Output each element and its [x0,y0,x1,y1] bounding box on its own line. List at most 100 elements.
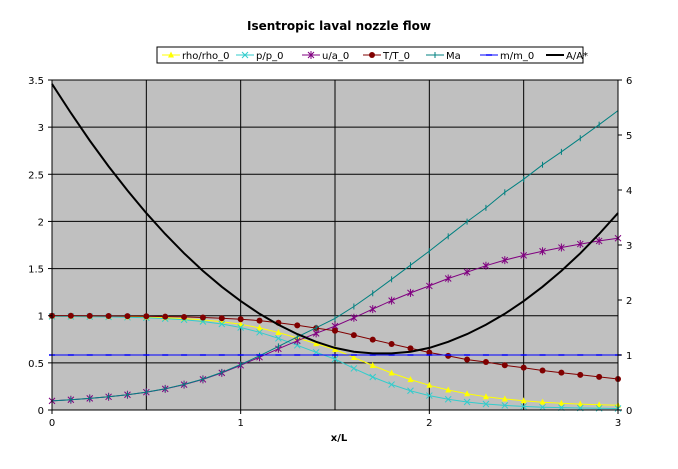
data-point [463,398,471,406]
legend-item: p/p_0 [236,51,283,62]
series-6 [51,83,619,355]
chart-title: Isentropic laval nozzle flow [247,19,431,33]
series-4 [51,107,619,404]
data-point [539,247,546,256]
legend-label: T/T_0 [382,51,410,62]
data-point [332,327,338,334]
legend-item: m/m_0 [480,51,534,62]
legend-item: T/T_0 [363,51,410,62]
y-right-tick-label: 4 [626,186,632,197]
data-point [407,345,414,352]
data-point [558,399,565,406]
data-point [520,251,528,260]
data-point [482,400,490,408]
data-point [425,392,433,399]
data-point [520,403,528,410]
y-left-tick-label: 2.5 [28,170,44,181]
data-point [501,362,508,369]
data-point [577,400,584,407]
y-left-tick-label: 0 [38,406,44,417]
data-point [143,313,150,320]
legend-label: Ma [446,51,461,62]
data-point [501,402,509,409]
legend-marker [168,51,174,58]
y-right-tick-label: 0 [626,406,632,417]
data-point [199,314,206,321]
data-point [464,356,471,363]
data-point [539,403,546,411]
x-tick-label: 3 [615,418,621,429]
x-axis-label: x/L [331,433,348,444]
x-axis: 0 1 2 3 [49,410,621,429]
data-point [501,256,509,265]
data-point [256,317,263,324]
y-left-tick-label: 2 [38,217,44,228]
series-layer [48,83,622,412]
data-point [275,328,282,335]
data-point [539,367,546,374]
data-point [388,296,395,305]
data-point [294,322,301,329]
data-point [464,390,471,397]
data-point [482,393,489,400]
legend-label: A/A* [566,51,588,62]
data-point [105,312,112,319]
y-left-tick-label: 3.5 [28,76,44,87]
series-line [51,83,619,355]
y-right-tick-label: 3 [626,241,632,252]
legend-marker [241,51,249,59]
data-point [388,369,395,376]
legend-label: m/m_0 [500,51,534,62]
data-point [407,387,414,395]
legend: rho/rho_0 p/p_0 u/a_0 T/T_0 Ma m/m_0 A/A* [156,46,588,64]
x-tick-label: 0 [49,418,55,429]
y-left-tick-label: 1 [38,312,44,323]
data-point [445,386,452,393]
data-point [520,397,527,404]
y-left-tick-label: 3 [38,123,44,134]
legend-item: A/A* [546,51,588,62]
data-point [369,361,376,368]
data-point [482,359,489,366]
data-point [426,349,433,356]
data-point [463,268,471,277]
data-point [482,261,490,270]
data-point [313,340,320,347]
data-point [369,336,376,343]
y-right-tick-label: 1 [626,351,632,362]
x-tick-label: 2 [426,418,432,429]
y-axis-left: 0 0.5 1 1.5 2 2.5 3 3.5 [28,76,52,417]
data-point [426,381,433,388]
data-point [218,320,226,328]
y-left-tick-label: 0.5 [28,359,44,370]
legend-marker [369,52,375,58]
data-point [596,401,603,408]
data-point [256,328,263,336]
data-point [350,365,358,372]
data-point [218,315,225,322]
data-point [350,313,358,322]
data-point [501,395,508,402]
data-point [162,313,169,320]
data-point [596,373,603,380]
data-point [237,324,245,331]
y-right-tick-label: 2 [626,296,632,307]
data-point [576,240,584,249]
data-point [256,324,263,331]
legend-label: rho/rho_0 [182,51,230,62]
data-point [425,281,433,290]
data-point [407,376,414,383]
data-point [350,332,357,339]
legend-item: u/a_0 [302,51,349,62]
data-point [86,312,93,319]
x-tick-label: 1 [237,418,243,429]
legend-marker [307,51,315,59]
data-point [444,274,452,283]
y-left-tick-label: 1.5 [28,265,44,276]
data-point [331,355,339,363]
data-point [558,369,565,376]
y-right-tick-label: 5 [626,131,632,142]
data-point [237,316,244,323]
data-point [558,243,565,252]
